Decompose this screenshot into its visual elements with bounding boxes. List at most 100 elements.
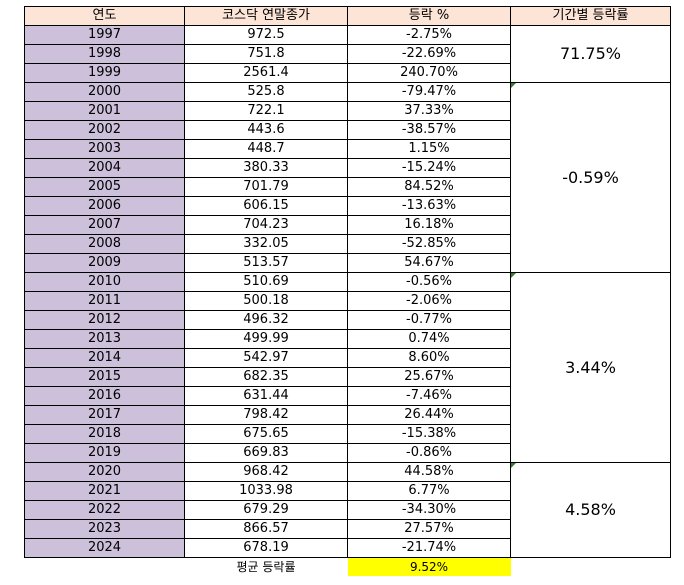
change-cell[interactable]: -0.77% bbox=[347, 310, 511, 330]
change-cell[interactable]: -52.85% bbox=[347, 234, 511, 254]
close-cell[interactable]: 332.05 bbox=[184, 234, 348, 254]
year-cell[interactable]: 2013 bbox=[24, 329, 185, 349]
close-cell[interactable]: 2561.4 bbox=[184, 63, 348, 83]
close-cell[interactable]: 675.65 bbox=[184, 424, 348, 444]
year-cell[interactable]: 2023 bbox=[24, 519, 185, 539]
year-cell[interactable]: 2000 bbox=[24, 82, 185, 102]
change-cell[interactable]: 44.58% bbox=[347, 462, 511, 482]
year-cell[interactable]: 2007 bbox=[24, 215, 185, 235]
period-return-cell[interactable]: -0.59% bbox=[510, 82, 671, 273]
close-cell[interactable]: 496.32 bbox=[184, 310, 348, 330]
close-cell[interactable]: 525.8 bbox=[184, 82, 348, 102]
change-cell[interactable]: -2.06% bbox=[347, 291, 511, 311]
year-cell[interactable]: 2017 bbox=[24, 405, 185, 425]
period-return-value: 3.44% bbox=[565, 357, 616, 377]
close-cell[interactable]: 499.99 bbox=[184, 329, 348, 349]
year-cell[interactable]: 2024 bbox=[24, 538, 185, 558]
year-cell[interactable]: 2002 bbox=[24, 120, 185, 140]
change-cell[interactable]: -34.30% bbox=[347, 500, 511, 520]
year-cell[interactable]: 2008 bbox=[24, 234, 185, 254]
table-row: 2003 448.7 1.15% bbox=[24, 139, 671, 159]
change-cell[interactable]: 25.67% bbox=[347, 367, 511, 387]
year-cell[interactable]: 1998 bbox=[24, 44, 185, 64]
close-cell[interactable]: 968.42 bbox=[184, 462, 348, 482]
year-cell[interactable]: 2006 bbox=[24, 196, 185, 216]
year-cell[interactable]: 2022 bbox=[24, 500, 185, 520]
change-cell[interactable]: -2.75% bbox=[347, 25, 511, 45]
close-cell[interactable]: 972.5 bbox=[184, 25, 348, 45]
close-cell[interactable]: 678.19 bbox=[184, 538, 348, 558]
year-cell[interactable]: 2014 bbox=[24, 348, 185, 368]
close-cell[interactable]: 704.23 bbox=[184, 215, 348, 235]
year-cell[interactable]: 2004 bbox=[24, 158, 185, 178]
change-cell[interactable]: -0.56% bbox=[347, 272, 511, 292]
close-cell[interactable]: 542.97 bbox=[184, 348, 348, 368]
header-change[interactable]: 등락 % bbox=[347, 6, 511, 26]
close-cell[interactable]: 513.57 bbox=[184, 253, 348, 273]
change-cell[interactable]: 0.74% bbox=[347, 329, 511, 349]
year-cell[interactable]: 2020 bbox=[24, 462, 185, 482]
year-cell[interactable]: 2018 bbox=[24, 424, 185, 444]
period-return-cell[interactable]: 71.75% bbox=[510, 25, 671, 83]
year-cell[interactable]: 2010 bbox=[24, 272, 185, 292]
change-cell[interactable]: -15.38% bbox=[347, 424, 511, 444]
close-cell[interactable]: 701.79 bbox=[184, 177, 348, 197]
change-cell[interactable]: 27.57% bbox=[347, 519, 511, 539]
period-return-cell[interactable]: 3.44% bbox=[510, 272, 671, 463]
close-cell[interactable]: 679.29 bbox=[184, 500, 348, 520]
close-cell[interactable]: 606.15 bbox=[184, 196, 348, 216]
year-cell[interactable]: 2019 bbox=[24, 443, 185, 463]
year-cell[interactable]: 2012 bbox=[24, 310, 185, 330]
footer-empty-cell[interactable] bbox=[25, 558, 185, 577]
change-cell[interactable]: -7.46% bbox=[347, 386, 511, 406]
year-cell[interactable]: 2011 bbox=[24, 291, 185, 311]
change-cell[interactable]: 84.52% bbox=[347, 177, 511, 197]
change-cell[interactable]: 6.77% bbox=[347, 481, 511, 501]
change-cell[interactable]: 16.18% bbox=[347, 215, 511, 235]
change-cell[interactable]: 37.33% bbox=[347, 101, 511, 121]
header-year[interactable]: 연도 bbox=[24, 6, 185, 26]
year-cell[interactable]: 2016 bbox=[24, 386, 185, 406]
period-return-cell[interactable]: 4.58% bbox=[510, 462, 671, 558]
average-value[interactable]: 9.52% bbox=[347, 557, 511, 576]
close-cell[interactable]: 751.8 bbox=[184, 44, 348, 64]
average-label[interactable]: 평균 등락률 bbox=[236, 560, 296, 574]
close-cell[interactable]: 500.18 bbox=[184, 291, 348, 311]
change-cell[interactable]: -0.86% bbox=[347, 443, 511, 463]
year-cell[interactable]: 2021 bbox=[24, 481, 185, 501]
close-cell[interactable]: 1033.98 bbox=[184, 481, 348, 501]
change-cell[interactable]: -15.24% bbox=[347, 158, 511, 178]
change-cell[interactable]: 1.15% bbox=[347, 139, 511, 159]
close-cell[interactable]: 510.69 bbox=[184, 272, 348, 292]
year-cell[interactable]: 2001 bbox=[24, 101, 185, 121]
close-cell[interactable]: 380.33 bbox=[184, 158, 348, 178]
change-cell[interactable]: 54.67% bbox=[347, 253, 511, 273]
change-cell[interactable]: 26.44% bbox=[347, 405, 511, 425]
close-cell[interactable]: 669.83 bbox=[184, 443, 348, 463]
change-cell[interactable]: -22.69% bbox=[347, 44, 511, 64]
change-cell[interactable]: 240.70% bbox=[347, 63, 511, 83]
year-cell[interactable]: 2005 bbox=[24, 177, 185, 197]
close-cell[interactable]: 866.57 bbox=[184, 519, 348, 539]
close-cell[interactable]: 682.35 bbox=[184, 367, 348, 387]
change-cell[interactable]: -21.74% bbox=[347, 538, 511, 558]
header-close[interactable]: 코스닥 연말종가 bbox=[184, 6, 348, 26]
header-period[interactable]: 기간별 등락률 bbox=[510, 6, 671, 26]
close-cell[interactable]: 448.7 bbox=[184, 139, 348, 159]
change-cell[interactable]: -79.47% bbox=[347, 82, 511, 102]
close-cell[interactable]: 722.1 bbox=[184, 101, 348, 121]
close-cell[interactable]: 443.6 bbox=[184, 120, 348, 140]
footer-empty-cell[interactable] bbox=[511, 558, 671, 577]
change-cell[interactable]: -13.63% bbox=[347, 196, 511, 216]
year-cell[interactable]: 1999 bbox=[24, 63, 185, 83]
change-cell[interactable]: 8.60% bbox=[347, 348, 511, 368]
year-cell[interactable]: 2009 bbox=[24, 253, 185, 273]
year-cell[interactable]: 2015 bbox=[24, 367, 185, 387]
error-indicator-icon bbox=[511, 83, 516, 88]
close-cell[interactable]: 798.42 bbox=[184, 405, 348, 425]
year-cell[interactable]: 2003 bbox=[24, 139, 185, 159]
change-cell[interactable]: -38.57% bbox=[347, 120, 511, 140]
close-cell[interactable]: 631.44 bbox=[184, 386, 348, 406]
table-row: 2014 542.97 8.60% bbox=[24, 348, 671, 368]
year-cell[interactable]: 1997 bbox=[24, 25, 185, 45]
